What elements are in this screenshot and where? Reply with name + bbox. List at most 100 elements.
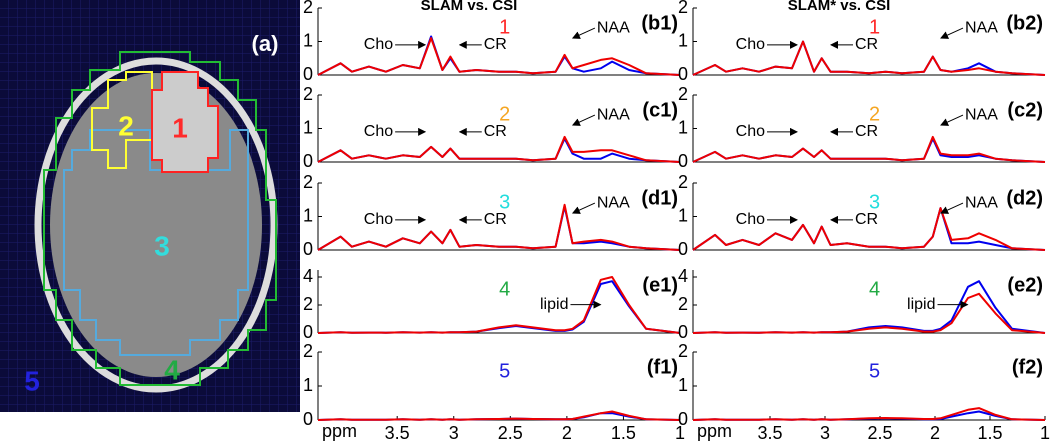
peak-label: NAA: [597, 194, 630, 211]
region-4-outline: [43, 51, 277, 386]
peak-label: CR: [855, 123, 878, 140]
y-tick-label: 1: [678, 205, 688, 225]
panel-label: (e2): [1007, 274, 1043, 296]
x-tick-label: 2.5: [498, 423, 523, 443]
peak-label: Cho: [736, 211, 765, 228]
y-tick-label: 1: [303, 117, 313, 137]
y-tick-label: 0: [303, 322, 313, 342]
y-tick-label: 2: [303, 0, 313, 17]
y-tick-label: 1: [303, 205, 313, 225]
y-tick-label: 0: [678, 151, 688, 171]
y-tick-label: 2: [678, 84, 688, 104]
x-tick-label: 2.5: [867, 423, 892, 443]
region-number: 4: [499, 278, 510, 300]
panel-label: (a): [252, 31, 279, 56]
region-2-outline: [91, 71, 153, 169]
region-label: 5: [24, 365, 40, 396]
x-tick-label: 3: [449, 423, 459, 443]
y-tick-label: 0: [303, 151, 313, 171]
panel-label: (c1): [642, 99, 678, 121]
x-axis-label: ppm: [322, 421, 357, 441]
y-tick-label: 0: [678, 409, 688, 429]
region-label: 4: [164, 354, 180, 385]
image-panel: [0, 0, 300, 412]
peak-arrow: [940, 27, 964, 39]
panel-label: (d2): [1006, 187, 1043, 209]
x-tick-label: 1: [1040, 423, 1050, 443]
peak-label: NAA: [965, 194, 998, 211]
peak-label: CR: [855, 36, 878, 53]
x-tick-label: 1: [675, 423, 685, 443]
y-tick-label: 0: [303, 409, 313, 429]
peak-label: lipid: [540, 296, 568, 313]
peak-arrow: [571, 27, 596, 39]
spectrum-line: [317, 37, 681, 76]
y-tick-label: 0: [303, 64, 313, 84]
chart-title: SLAM vs. CSI: [421, 0, 518, 14]
peak-arrow: [940, 114, 964, 126]
peak-label: NAA: [965, 19, 998, 36]
region-number: 4: [869, 278, 880, 300]
peak-label: CR: [484, 211, 507, 228]
y-tick-label: 2: [678, 341, 688, 361]
y-tick-label: 2: [303, 172, 313, 192]
region-label: 3: [154, 230, 170, 261]
y-tick-label: 0: [678, 64, 688, 84]
spectrum-line: [692, 40, 1046, 76]
region-3-outline: [63, 129, 249, 356]
peak-label: Cho: [364, 123, 393, 140]
peak-label: NAA: [597, 19, 630, 36]
panel-label: (f1): [647, 356, 678, 378]
region-number: 5: [869, 360, 880, 382]
chart-title: SLAM* vs. CSI: [788, 0, 891, 14]
y-tick-label: 1: [303, 375, 313, 395]
region-number: 3: [869, 191, 880, 213]
peak-label: lipid: [907, 296, 935, 313]
x-tick-label: 3: [820, 423, 830, 443]
peak-label: NAA: [597, 106, 630, 123]
panel-label: (b1): [641, 12, 678, 34]
region-number: 2: [499, 103, 510, 125]
peak-label: NAA: [965, 106, 998, 123]
region-number: 2: [869, 103, 880, 125]
y-tick-label: 1: [678, 375, 688, 395]
peak-label: Cho: [736, 123, 765, 140]
spectrum-line: [317, 135, 681, 163]
y-tick-label: 2: [303, 84, 313, 104]
panel-label: (b2): [1006, 12, 1043, 34]
y-tick-label: 0: [303, 239, 313, 259]
region-number: 1: [869, 16, 880, 38]
peak-label: Cho: [364, 36, 393, 53]
y-tick-label: 4: [303, 266, 313, 286]
peak-label: CR: [484, 36, 507, 53]
y-tick-label: 0: [678, 239, 688, 259]
region-number: 3: [499, 191, 510, 213]
panel-label: (d1): [641, 187, 678, 209]
peak-label: CR: [484, 123, 507, 140]
peak-arrow: [940, 202, 964, 214]
x-tick-label: 3.5: [385, 423, 410, 443]
spectrum-line: [317, 276, 681, 334]
spectrum-line: [692, 292, 1046, 334]
panel-label: (f2): [1012, 356, 1043, 378]
spectrum-line: [317, 410, 681, 421]
x-tick-label: 2: [562, 423, 572, 443]
peak-label: CR: [855, 211, 878, 228]
y-tick-label: 1: [303, 30, 313, 50]
region-number: 5: [499, 360, 510, 382]
x-axis-label: ppm: [697, 421, 732, 441]
region-label: 1: [172, 112, 188, 143]
x-tick-label: 1.5: [611, 423, 636, 443]
y-tick-label: 2: [303, 341, 313, 361]
panel-label: (e1): [642, 274, 678, 296]
region-label: 2: [118, 110, 134, 141]
spectrum-line: [317, 203, 681, 251]
x-tick-label: 2: [930, 423, 940, 443]
peak-label: Cho: [364, 211, 393, 228]
spectrum-line: [692, 407, 1046, 421]
y-tick-label: 1: [678, 117, 688, 137]
spectrum-line: [692, 135, 1046, 163]
x-tick-label: 3.5: [757, 423, 782, 443]
y-tick-label: 1: [678, 30, 688, 50]
